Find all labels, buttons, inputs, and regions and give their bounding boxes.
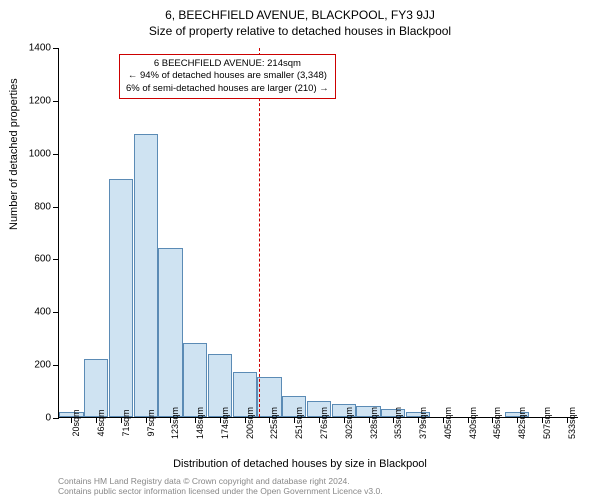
x-tick-label: 328sqm xyxy=(369,407,379,439)
x-tick-label: 148sqm xyxy=(195,407,205,439)
y-tick xyxy=(53,207,59,208)
x-tick-label: 200sqm xyxy=(245,407,255,439)
y-axis-label: Number of detached properties xyxy=(8,78,20,230)
x-tick-label: 533sqm xyxy=(567,407,577,439)
footer-credits: Contains HM Land Registry data © Crown c… xyxy=(58,476,383,496)
x-tick-label: 71sqm xyxy=(121,409,131,436)
histogram-bar xyxy=(84,359,108,417)
histogram-bar xyxy=(109,179,133,417)
chart-title-line1: 6, BEECHFIELD AVENUE, BLACKPOOL, FY3 9JJ xyxy=(0,0,600,22)
y-tick-label: 1000 xyxy=(29,148,51,159)
y-tick-label: 1400 xyxy=(29,43,51,54)
x-tick-label: 123sqm xyxy=(170,407,180,439)
chart-title-line2: Size of property relative to detached ho… xyxy=(0,22,600,38)
y-tick-label: 0 xyxy=(45,413,51,424)
x-tick-label: 482sqm xyxy=(517,407,527,439)
histogram-bar xyxy=(158,248,182,417)
x-tick-label: 507sqm xyxy=(542,407,552,439)
footer-line2: Contains public sector information licen… xyxy=(58,486,383,496)
y-tick-label: 800 xyxy=(34,201,51,212)
x-tick-label: 174sqm xyxy=(220,407,230,439)
y-tick xyxy=(53,312,59,313)
y-tick xyxy=(53,259,59,260)
histogram-bar xyxy=(134,134,158,417)
annotation-line3: 6% of semi-detached houses are larger (2… xyxy=(126,83,329,95)
x-tick-label: 456sqm xyxy=(492,407,502,439)
y-tick xyxy=(53,154,59,155)
annotation-box: 6 BEECHFIELD AVENUE: 214sqm ← 94% of det… xyxy=(119,54,336,99)
histogram-bar xyxy=(183,343,207,417)
annotation-line2: ← 94% of detached houses are smaller (3,… xyxy=(126,70,329,82)
annotation-line1: 6 BEECHFIELD AVENUE: 214sqm xyxy=(126,58,329,70)
y-tick xyxy=(53,418,59,419)
x-tick-label: 251sqm xyxy=(294,407,304,439)
y-tick xyxy=(53,365,59,366)
x-tick-label: 379sqm xyxy=(418,407,428,439)
footer-line1: Contains HM Land Registry data © Crown c… xyxy=(58,476,383,486)
plot-area: 020040060080010001200140020sqm46sqm71sqm… xyxy=(58,48,578,418)
x-tick-label: 20sqm xyxy=(71,409,81,436)
y-tick xyxy=(53,101,59,102)
x-tick-label: 97sqm xyxy=(146,409,156,436)
y-tick xyxy=(53,48,59,49)
y-tick-label: 600 xyxy=(34,254,51,265)
x-tick-label: 276sqm xyxy=(319,407,329,439)
y-tick-label: 1200 xyxy=(29,95,51,106)
marker-line xyxy=(259,48,260,417)
y-tick-label: 400 xyxy=(34,307,51,318)
x-tick-label: 405sqm xyxy=(443,407,453,439)
x-axis-label: Distribution of detached houses by size … xyxy=(0,458,600,470)
x-tick-label: 353sqm xyxy=(393,407,403,439)
x-tick-label: 46sqm xyxy=(96,409,106,436)
x-tick-label: 302sqm xyxy=(344,407,354,439)
chart-container: 6, BEECHFIELD AVENUE, BLACKPOOL, FY3 9JJ… xyxy=(0,0,600,500)
y-tick-label: 200 xyxy=(34,360,51,371)
x-tick-label: 225sqm xyxy=(269,407,279,439)
x-tick-label: 430sqm xyxy=(468,407,478,439)
